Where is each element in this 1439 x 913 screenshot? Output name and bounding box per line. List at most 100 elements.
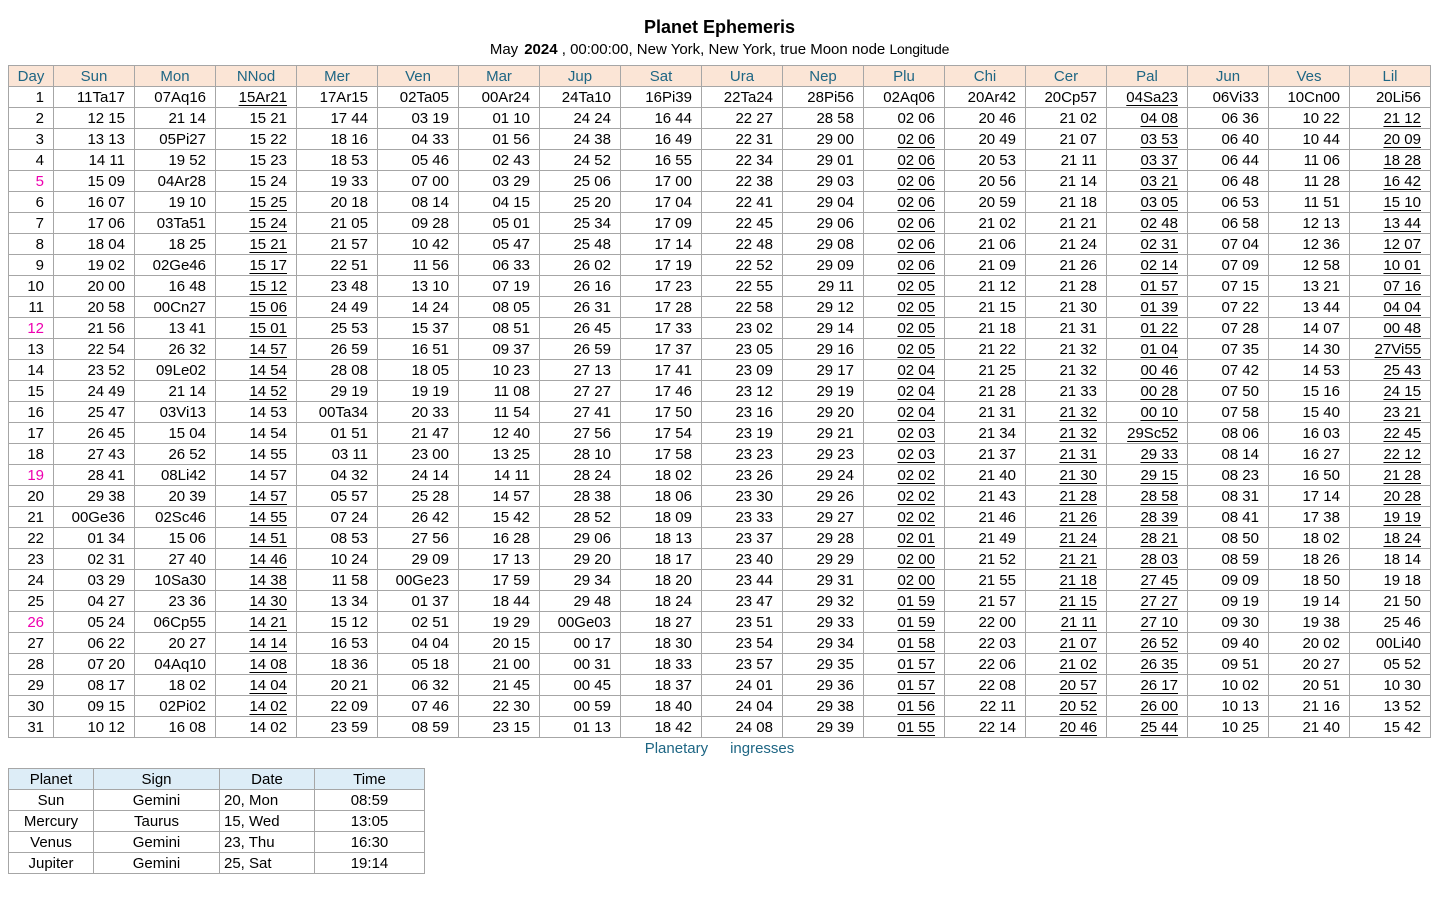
position-cell: 15 23 (215, 149, 297, 171)
position-cell: 12 40 (458, 422, 540, 444)
position-cell: 02 06 (863, 107, 945, 129)
position-cell: 08 05 (458, 296, 540, 318)
day-cell: 26 (8, 611, 54, 633)
position-cell: 10 30 (1349, 674, 1431, 696)
position-cell: 13 25 (458, 443, 540, 465)
page-subtitle: May 2024 , 00:00:00, New York, New York, … (0, 41, 1439, 58)
position-cell: 27Vi55 (1349, 338, 1431, 360)
position-cell: 23 19 (701, 422, 783, 444)
ephemeris-row-day-14: 14 23 52 09Le02 14 54 28 08 18 05 10 23 27 13 17… (8, 359, 1431, 381)
position-cell: 18 13 (620, 527, 702, 549)
position-cell: 12 36 (1268, 233, 1350, 255)
position-cell: 15 42 (1349, 716, 1431, 738)
day-cell: 27 (8, 632, 54, 654)
position-cell: 15 22 (215, 128, 297, 150)
position-cell: 16 27 (1268, 443, 1350, 465)
position-cell: 21 28 (944, 380, 1026, 402)
position-cell: 16 28 (458, 527, 540, 549)
position-cell: 20 28 (1349, 485, 1431, 507)
day-cell: 29 (8, 674, 54, 696)
position-cell: 29 11 (782, 275, 864, 297)
position-cell: 27 10 (1106, 611, 1188, 633)
position-cell: 18 27 (620, 611, 702, 633)
position-cell: 20 51 (1268, 674, 1350, 696)
ephemeris-row-day-31: 31 10 12 16 08 14 02 23 59 08 59 23 15 01 13 18 … (8, 716, 1431, 738)
retrograde-value: 14 04 (249, 676, 287, 694)
position-cell: 29 19 (296, 380, 378, 402)
position-cell: 14 30 (1268, 338, 1350, 360)
retrograde-value: 20 57 (1059, 676, 1097, 694)
position-cell: 20 02 (1268, 632, 1350, 654)
position-cell: 07 24 (296, 506, 378, 528)
position-cell: 23 16 (701, 401, 783, 423)
position-cell: 21 28 (1349, 464, 1431, 486)
position-cell: 05 52 (1349, 653, 1431, 675)
position-cell: 17 59 (458, 569, 540, 591)
position-cell: 25 34 (539, 212, 621, 234)
position-cell: 07Aq16 (134, 86, 216, 108)
position-cell: 19 19 (377, 380, 459, 402)
position-cell: 02 03 (863, 422, 945, 444)
ephemeris-row-day-4: 4 14 11 19 52 15 23 18 53 05 46 02 43 24 52 16 5… (8, 149, 1431, 171)
day-cell: 3 (8, 128, 54, 150)
position-cell: 07 16 (1349, 275, 1431, 297)
position-cell: 18 42 (620, 716, 702, 738)
position-cell: 29 04 (782, 191, 864, 213)
position-cell: 02 06 (863, 233, 945, 255)
retrograde-value: 15 24 (249, 214, 287, 232)
position-cell: 10 23 (458, 359, 540, 381)
position-cell: 24 24 (539, 107, 621, 129)
position-cell: 05 47 (458, 233, 540, 255)
position-cell: 28 38 (539, 485, 621, 507)
position-cell: 22 52 (701, 254, 783, 276)
position-cell: 07 42 (1187, 359, 1269, 381)
position-cell: 18 44 (458, 590, 540, 612)
position-cell: 09 09 (1187, 569, 1269, 591)
day-cell: 14 (8, 359, 54, 381)
position-cell: 01 56 (458, 128, 540, 150)
position-cell: 26 52 (134, 443, 216, 465)
retrograde-value: 20 46 (1059, 718, 1097, 736)
ingress-cell-time: 08:59 (314, 789, 425, 811)
position-cell: 20 27 (134, 632, 216, 654)
position-cell: 17 41 (620, 359, 702, 381)
retrograde-value: 21 18 (1059, 571, 1097, 589)
position-cell: 08 59 (377, 716, 459, 738)
ingress-column-header-sign: Sign (93, 768, 220, 790)
retrograde-value: 02 06 (897, 256, 935, 274)
ingress-cell-sign: Gemini (93, 789, 220, 811)
retrograde-value: 28 58 (1140, 487, 1178, 505)
position-cell: 21 28 (1025, 485, 1107, 507)
retrograde-value: 27 10 (1140, 613, 1178, 631)
retrograde-value: 26 00 (1140, 697, 1178, 715)
retrograde-value: 26 35 (1140, 655, 1178, 673)
position-cell: 26 59 (296, 338, 378, 360)
position-cell: 21 02 (1025, 107, 1107, 129)
position-cell: 23 54 (701, 632, 783, 654)
position-cell: 15 24 (215, 212, 297, 234)
position-cell: 29 28 (782, 527, 864, 549)
retrograde-value: 15 06 (249, 298, 287, 316)
position-cell: 21 02 (1025, 653, 1107, 675)
position-cell: 01 13 (539, 716, 621, 738)
retrograde-value: 01 59 (897, 592, 935, 610)
position-cell: 21 33 (1025, 380, 1107, 402)
retrograde-value: 29 15 (1140, 466, 1178, 484)
position-cell: 13 41 (134, 317, 216, 339)
position-cell: 15 21 (215, 233, 297, 255)
position-cell: 20 56 (944, 170, 1026, 192)
ingress-cell-date: 23, Thu (219, 831, 315, 853)
ingress-cell-sign: Taurus (93, 810, 220, 832)
position-cell: 29 14 (782, 317, 864, 339)
position-cell: 10 25 (1187, 716, 1269, 738)
ephemeris-row-day-11: 11 20 58 00Cn27 15 06 24 49 14 24 08 05 26 31 17… (8, 296, 1431, 318)
position-cell: 04 08 (1106, 107, 1188, 129)
retrograde-value: 01 57 (897, 655, 935, 673)
position-cell: 21 07 (1025, 128, 1107, 150)
position-cell: 21 31 (1025, 317, 1107, 339)
position-cell: 21 34 (944, 422, 1026, 444)
position-cell: 15 37 (377, 317, 459, 339)
position-cell: 08 41 (1187, 506, 1269, 528)
retrograde-value: 14 38 (249, 571, 287, 589)
position-cell: 16 42 (1349, 170, 1431, 192)
